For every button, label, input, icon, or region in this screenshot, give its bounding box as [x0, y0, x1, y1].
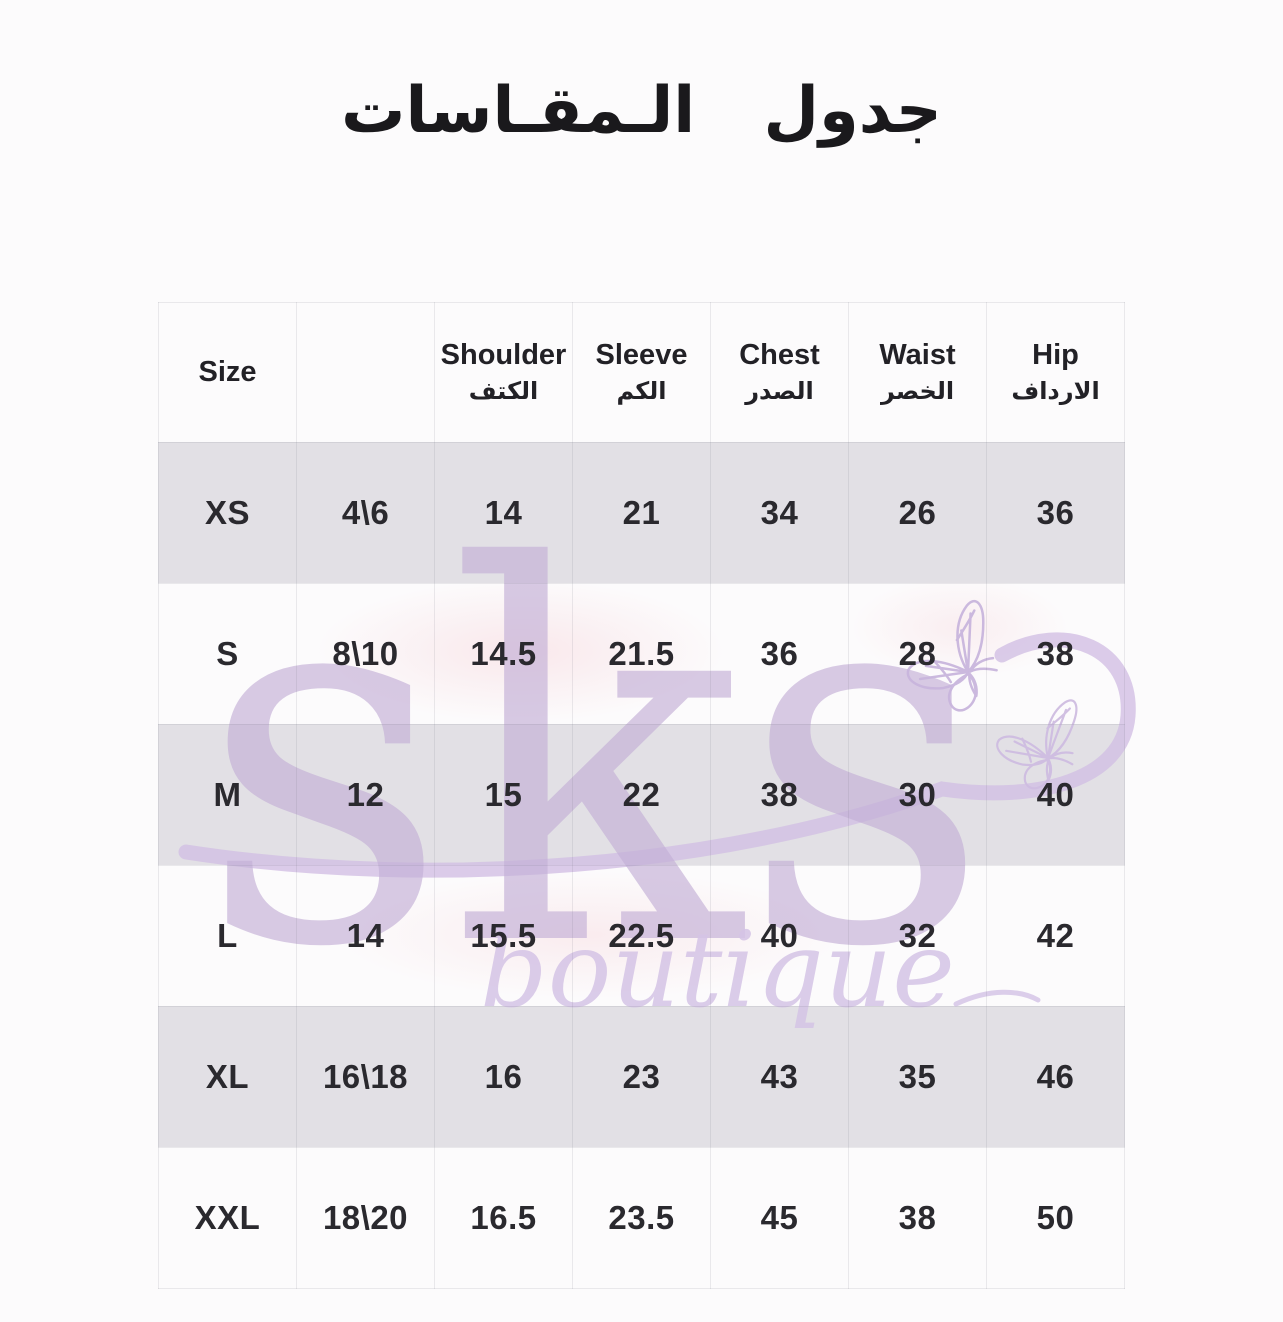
measurement-cell: 30: [848, 724, 987, 866]
size-table: Size Shoulder الكتف Sleeve الكم Chest الصدر Wai…: [158, 302, 1125, 1289]
measurement-cell: 12: [296, 724, 435, 866]
measurement-cell: 40: [710, 865, 849, 1007]
measurement-cell: 15: [434, 724, 573, 866]
size-label: XS: [158, 442, 297, 584]
measurement-cell: 14: [434, 442, 573, 584]
size-label: M: [158, 724, 297, 866]
measurement-cell: 8\10: [296, 583, 435, 725]
measurement-cell: 22.5: [572, 865, 711, 1007]
size-row-l: L 14 15.5 22.5 40 32 42: [158, 865, 1125, 1007]
column-header-shoulder: Shoulder الكتف: [434, 302, 573, 443]
measurement-cell: 32: [848, 865, 987, 1007]
measurement-cell: 21.5: [572, 583, 711, 725]
column-label-ar: الارداف: [1011, 376, 1100, 405]
measurement-cell: 16: [434, 1006, 573, 1148]
size-table-header: Size Shoulder الكتف Sleeve الكم Chest الصدر Wai…: [158, 302, 1125, 443]
size-label: XXL: [158, 1147, 297, 1289]
measurement-cell: 36: [986, 442, 1125, 584]
measurement-cell: 40: [986, 724, 1125, 866]
measurement-cell: 36: [710, 583, 849, 725]
size-row-xxl: XXL 18\20 16.5 23.5 45 38 50: [158, 1147, 1125, 1289]
size-row-m: M 12 15 22 38 30 40: [158, 724, 1125, 866]
column-label-ar: الكم: [616, 376, 667, 405]
size-label: XL: [158, 1006, 297, 1148]
size-label: L: [158, 865, 297, 1007]
column-header-blank: [296, 302, 435, 443]
measurement-cell: 23.5: [572, 1147, 711, 1289]
measurement-cell: 38: [848, 1147, 987, 1289]
column-label-en: Hip: [1032, 339, 1079, 372]
measurement-cell: 34: [710, 442, 849, 584]
measurement-cell: 28: [848, 583, 987, 725]
measurement-cell: 16\18: [296, 1006, 435, 1148]
column-header-sleeve: Sleeve الكم: [572, 302, 711, 443]
column-header-size: Size: [158, 302, 297, 443]
measurement-cell: 14.5: [434, 583, 573, 725]
column-label-en: Shoulder: [440, 339, 567, 372]
column-label-ar: الصدر: [745, 376, 814, 405]
column-label-en: Chest: [739, 339, 820, 372]
measurement-cell: 23: [572, 1006, 711, 1148]
measurement-cell: 14: [296, 865, 435, 1007]
size-row-xs: XS 4\6 14 21 34 26 36: [158, 442, 1125, 584]
column-header-waist: Waist الخصر: [848, 302, 987, 443]
measurement-cell: 22: [572, 724, 711, 866]
column-header-chest: Chest الصدر: [710, 302, 849, 443]
column-label-en: Sleeve: [595, 339, 688, 372]
size-label: S: [158, 583, 297, 725]
measurement-cell: 21: [572, 442, 711, 584]
measurement-cell: 38: [710, 724, 849, 866]
measurement-cell: 16.5: [434, 1147, 573, 1289]
measurement-cell: 15.5: [434, 865, 573, 1007]
size-row-s: S 8\10 14.5 21.5 36 28 38: [158, 583, 1125, 725]
measurement-cell: 46: [986, 1006, 1125, 1148]
measurement-cell: 38: [986, 583, 1125, 725]
measurement-cell: 43: [710, 1006, 849, 1148]
column-label-ar: الخصر: [880, 376, 955, 405]
measurement-cell: 50: [986, 1147, 1125, 1289]
measurement-cell: 26: [848, 442, 987, 584]
page-title: جدول الـمقـاسات: [341, 74, 942, 148]
column-header-hip: Hip الارداف: [986, 302, 1125, 443]
measurement-cell: 42: [986, 865, 1125, 1007]
column-label-en: Size: [198, 355, 257, 388]
column-label-en: Waist: [879, 339, 956, 372]
column-label-ar: الكتف: [468, 376, 539, 405]
measurement-cell: 18\20: [296, 1147, 435, 1289]
size-row-xl: XL 16\18 16 23 43 35 46: [158, 1006, 1125, 1148]
measurement-cell: 35: [848, 1006, 987, 1148]
measurement-cell: 45: [710, 1147, 849, 1289]
measurement-cell: 4\6: [296, 442, 435, 584]
